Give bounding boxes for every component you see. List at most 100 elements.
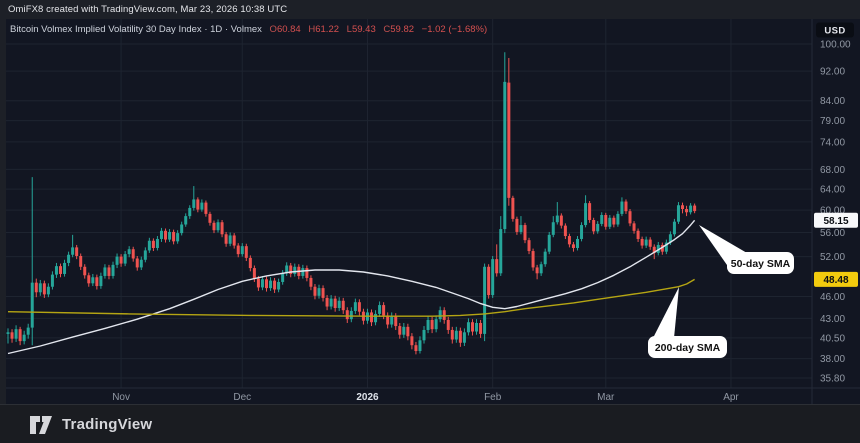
- candle-up: [329, 298, 333, 307]
- candle-up: [301, 268, 305, 276]
- candle-up: [668, 234, 672, 243]
- currency-button[interactable]: USD: [816, 22, 854, 38]
- high-label: H: [308, 24, 316, 35]
- candle-up: [503, 81, 507, 230]
- candle-down: [479, 322, 483, 334]
- candle-down: [685, 209, 689, 213]
- callout-200day-sma[interactable]: 200-day SMA: [648, 287, 727, 358]
- candle-up: [616, 213, 620, 225]
- candle-up: [188, 207, 192, 217]
- callout-50day-label: 50-day SMA: [731, 258, 791, 270]
- candle-down: [305, 268, 309, 278]
- candle-down: [588, 203, 592, 220]
- price-tick-label: 100.00: [820, 40, 851, 51]
- candle-down: [313, 286, 317, 296]
- candle-up: [176, 233, 180, 242]
- candle-down: [487, 266, 491, 296]
- candle-up: [6, 332, 10, 334]
- candle-down: [357, 302, 361, 312]
- candle-down: [87, 275, 91, 284]
- candle-up: [277, 281, 281, 290]
- candle-up: [54, 266, 58, 275]
- candle-down: [83, 266, 87, 276]
- candle-up: [103, 267, 107, 276]
- candle-down: [248, 257, 252, 269]
- candle-down: [604, 215, 608, 227]
- candle-down: [398, 326, 402, 335]
- candle-down: [406, 326, 410, 337]
- interval-label: 1D: [210, 24, 223, 35]
- symbol-legend[interactable]: Bitcoin Volmex Implied Volatility 30 Day…: [10, 24, 488, 35]
- candle-down: [256, 278, 260, 288]
- price-tick-label: 68.00: [820, 165, 845, 176]
- sma50-line: [7, 219, 696, 355]
- price-badges: 58.15 48.48: [814, 212, 858, 287]
- time-axis[interactable]: Nov Dec 2026 Feb Mar Apr: [112, 392, 739, 403]
- candle-up: [378, 305, 382, 314]
- callout-50day-sma[interactable]: 50-day SMA: [699, 225, 794, 274]
- candle-down: [410, 336, 414, 346]
- candle-down: [252, 268, 256, 279]
- candle-up: [14, 329, 18, 339]
- candle-down: [636, 230, 640, 239]
- candle-up: [664, 242, 668, 252]
- sma50-price-badge: [814, 212, 858, 228]
- price-chart[interactable]: 100.00 92.00 84.00 79.00 74.00 68.00 64.00 60.0…: [6, 19, 860, 404]
- candle-down: [42, 283, 46, 295]
- candle-down: [507, 82, 511, 198]
- candle-up: [466, 322, 470, 333]
- callout-200day-box: [648, 336, 727, 358]
- candle-down: [119, 256, 123, 264]
- candle-up: [184, 216, 188, 225]
- candle-up: [200, 202, 204, 210]
- price-tick-label: 84.00: [820, 96, 845, 107]
- candle-down: [693, 205, 697, 212]
- time-tick-label: Feb: [484, 392, 502, 403]
- candle-up: [644, 239, 648, 246]
- candle-down: [511, 197, 515, 219]
- candle-down: [232, 235, 236, 246]
- candle-down: [563, 225, 567, 237]
- candle-up: [600, 215, 604, 224]
- sma200-price-badge: [814, 271, 858, 287]
- chart-panel[interactable]: 100.00 92.00 84.00 79.00 74.00 68.00 64.00 60.0…: [6, 19, 860, 404]
- candle-down: [515, 218, 519, 232]
- candle-down: [559, 215, 563, 226]
- candle-up: [63, 262, 67, 274]
- candle-up: [216, 222, 220, 231]
- sma-overlays: [7, 219, 696, 355]
- time-tick-label: Apr: [723, 392, 739, 403]
- candle-down: [382, 305, 386, 316]
- candle-down: [640, 238, 644, 246]
- candle-up: [123, 254, 127, 264]
- candle-down: [236, 245, 240, 255]
- candle-down: [652, 246, 656, 253]
- candle-down: [289, 265, 293, 274]
- low-label: L: [346, 24, 352, 35]
- candle-up: [159, 230, 163, 239]
- candle-down: [370, 312, 374, 323]
- tradingview-brand-text[interactable]: TradingView: [62, 416, 153, 433]
- candle-down: [628, 211, 632, 224]
- candle-up: [580, 225, 584, 239]
- price-tick-label: 43.00: [820, 314, 845, 325]
- candle-down: [394, 316, 398, 327]
- candle-up: [689, 205, 693, 213]
- currency-chip-bg: [816, 22, 854, 38]
- candle-down: [220, 222, 224, 235]
- price-axis[interactable]: 100.00 92.00 84.00 79.00 74.00 68.00 64.00 60.0…: [820, 40, 851, 385]
- price-tick-label: 74.00: [820, 137, 845, 148]
- candle-down: [34, 282, 38, 293]
- candle-up: [596, 223, 600, 232]
- price-tick-label: 40.50: [820, 333, 845, 344]
- candle-down: [273, 280, 277, 290]
- candle-up: [168, 231, 172, 240]
- symbol-title: Bitcoin Volmex Implied Volatility 30 Day…: [10, 24, 202, 35]
- candle-up: [539, 264, 543, 274]
- candle-down: [567, 236, 571, 245]
- candle-down: [414, 345, 418, 351]
- candle-down: [164, 230, 168, 240]
- tradingview-logo-icon[interactable]: [28, 414, 54, 436]
- candle-up: [475, 322, 479, 332]
- candle-down: [196, 199, 200, 210]
